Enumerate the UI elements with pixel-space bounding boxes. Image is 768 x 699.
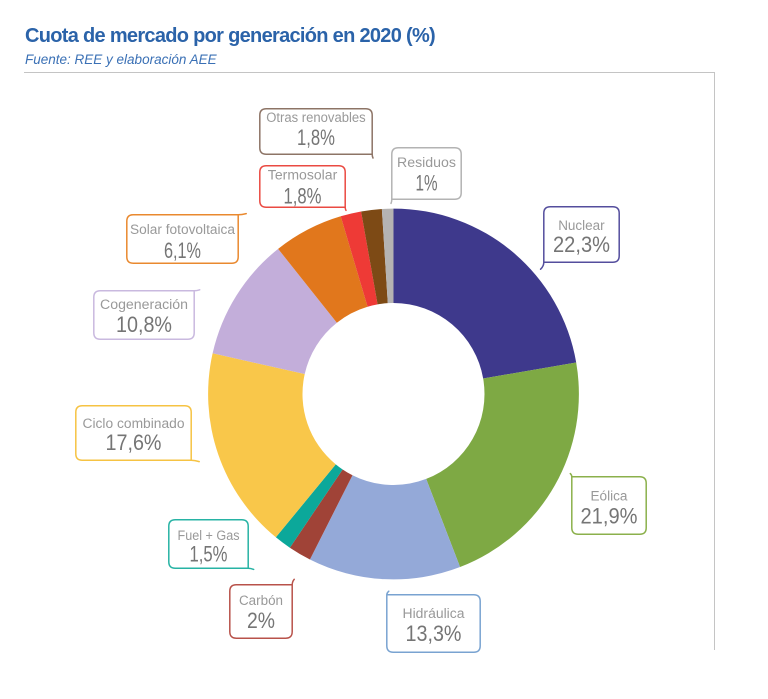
svg-text:1,5%: 1,5%: [190, 542, 228, 567]
svg-text:22,3%: 22,3%: [553, 232, 610, 257]
svg-text:1%: 1%: [416, 171, 438, 196]
svg-text:Cogeneración: Cogeneración: [100, 297, 188, 312]
svg-text:21,9%: 21,9%: [581, 504, 638, 529]
svg-text:Termosolar: Termosolar: [268, 168, 338, 183]
svg-text:Hidráulica: Hidráulica: [403, 606, 466, 621]
svg-text:1,8%: 1,8%: [284, 183, 322, 208]
svg-text:Carbón: Carbón: [239, 593, 283, 608]
svg-text:13,3%: 13,3%: [406, 621, 462, 646]
svg-text:Ciclo combinado: Ciclo combinado: [83, 416, 185, 431]
svg-text:Eólica: Eólica: [591, 489, 628, 504]
svg-text:6,1%: 6,1%: [164, 238, 201, 263]
svg-text:Otras renovables: Otras renovables: [266, 110, 366, 125]
svg-text:17,6%: 17,6%: [106, 430, 162, 455]
svg-text:1,8%: 1,8%: [297, 125, 335, 150]
svg-text:Residuos: Residuos: [397, 155, 456, 170]
svg-text:Fuel + Gas: Fuel + Gas: [178, 528, 240, 543]
svg-text:Solar fotovoltaica: Solar fotovoltaica: [130, 222, 235, 237]
svg-text:Nuclear: Nuclear: [558, 218, 605, 233]
svg-text:10,8%: 10,8%: [116, 312, 172, 337]
svg-text:2%: 2%: [247, 608, 275, 633]
